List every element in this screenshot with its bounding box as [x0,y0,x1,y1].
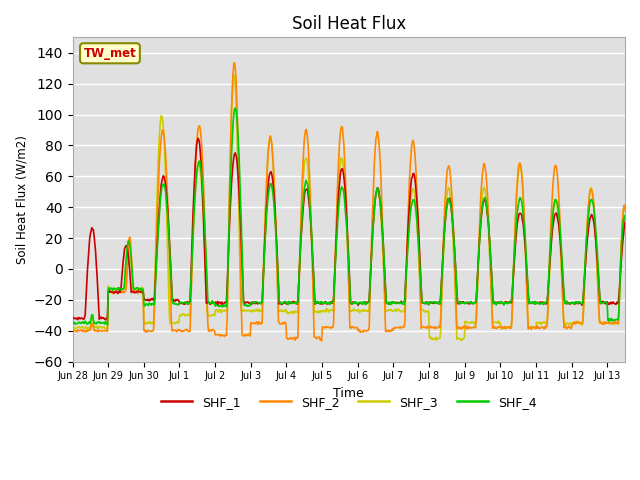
Legend: SHF_1, SHF_2, SHF_3, SHF_4: SHF_1, SHF_2, SHF_3, SHF_4 [156,391,541,414]
Text: TW_met: TW_met [84,47,136,60]
Title: Soil Heat Flux: Soil Heat Flux [292,15,406,33]
Y-axis label: Soil Heat Flux (W/m2): Soil Heat Flux (W/m2) [15,135,28,264]
X-axis label: Time: Time [333,387,364,400]
